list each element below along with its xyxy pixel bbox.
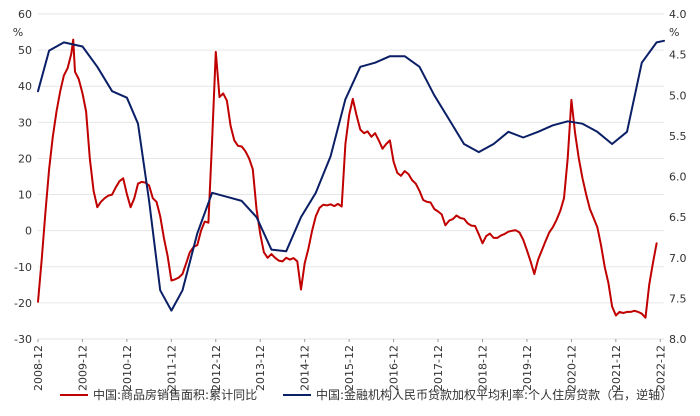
x-tick-label: 2012-12 <box>210 345 223 391</box>
left-tick-label: 50 <box>18 44 32 57</box>
legend-label-sales: 中国:商品房销售面积:累计同比 <box>93 387 257 402</box>
x-axis: 2008-12 2009-12 2010-12 2011-12 2012-12 2013-… <box>32 339 667 391</box>
left-tick-label: 0 <box>25 225 32 238</box>
left-tick-label: 20 <box>18 152 32 165</box>
left-tick-label: -20 <box>14 297 32 310</box>
left-tick-label: 10 <box>18 189 32 202</box>
left-tick-label: 60 <box>18 8 32 21</box>
right-tick-label: 5.5 <box>669 130 687 143</box>
left-axis: % 60 50 40 30 20 10 0 -10 -20 -30 <box>13 8 32 346</box>
x-tick-label: 2020-12 <box>565 345 578 391</box>
x-tick-label: 2009-12 <box>76 345 89 391</box>
series-line-mortgage-rate <box>37 39 665 312</box>
right-tick-label: 4.0 <box>669 8 687 21</box>
series-line-sales-area-yoy <box>37 38 658 319</box>
x-tick-label: 2021-12 <box>610 345 623 391</box>
right-axis-unit: % <box>669 26 679 39</box>
left-tick-label: -30 <box>14 333 32 346</box>
right-tick-label: 7.5 <box>669 292 687 305</box>
right-tick-label: 7.0 <box>669 252 687 265</box>
series-layer <box>37 38 665 319</box>
x-tick-label: 2018-12 <box>476 345 489 391</box>
left-tick-label: -10 <box>14 261 32 274</box>
left-axis-unit: % <box>13 26 23 39</box>
right-axis: % 4.0 4.5 5.0 5.5 6.0 6.5 7.0 7.5 8.0 <box>669 8 687 346</box>
x-tick-label: 2022-12 <box>654 345 667 391</box>
x-tick-label: 2015-12 <box>343 345 356 391</box>
right-tick-label: 6.5 <box>669 211 687 224</box>
x-tick-label: 2017-12 <box>432 345 445 391</box>
x-tick-label: 2010-12 <box>121 345 134 391</box>
x-tick-label: 2013-12 <box>254 345 267 391</box>
gridlines <box>38 13 664 340</box>
legend-label-mortgage-rate: 中国:金融机构人民币贷款加权平均利率:个人住房贷款（右，逆轴） <box>316 387 672 402</box>
right-tick-label: 4.5 <box>669 49 687 62</box>
x-tick-label: 2014-12 <box>299 345 312 391</box>
right-tick-label: 5.0 <box>669 89 687 102</box>
right-tick-label: 8.0 <box>669 333 687 346</box>
x-tick-label: 2008-12 <box>32 345 45 391</box>
legend: 中国:商品房销售面积:累计同比 中国:金融机构人民币贷款加权平均利率:个人住房贷… <box>60 387 672 402</box>
right-tick-label: 6.0 <box>669 171 687 184</box>
x-tick-label: 2011-12 <box>165 345 178 391</box>
x-tick-label: 2019-12 <box>521 345 534 391</box>
left-tick-label: 40 <box>18 80 32 93</box>
left-tick-label: 30 <box>18 116 32 129</box>
x-tick-label: 2016-12 <box>388 345 401 391</box>
